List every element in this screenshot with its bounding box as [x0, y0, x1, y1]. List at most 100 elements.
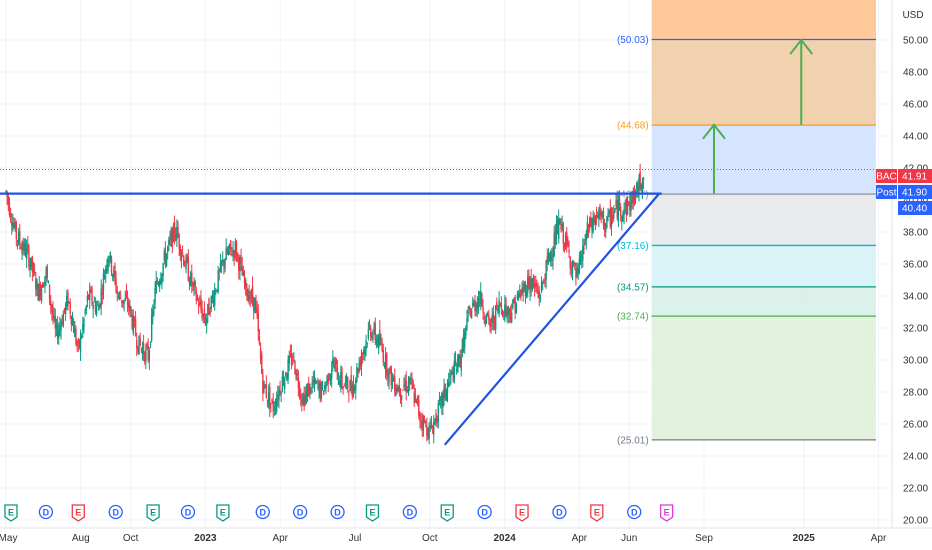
candle-body [470, 309, 473, 319]
time-axis[interactable]: May Aug Oct 2023 Apr Jul Oct 2024 Apr Jun Sep 2025 A… [0, 527, 932, 544]
price-tick-label: 46.00 [903, 100, 928, 111]
candle-body [515, 303, 518, 314]
candle-body [289, 353, 292, 356]
candle-body [201, 308, 203, 319]
candle-body [21, 247, 23, 254]
candle-body [62, 313, 65, 328]
candle-body [93, 301, 95, 303]
candle-body [498, 300, 500, 314]
candle-body [27, 243, 29, 248]
candle-body [8, 201, 11, 216]
candle-body [278, 389, 280, 401]
candle-body [509, 312, 512, 320]
candle-body [53, 316, 55, 319]
candle-body [133, 318, 136, 321]
candle-body [24, 245, 27, 257]
candle-body [507, 306, 509, 315]
candle-body [615, 200, 617, 207]
candle-body [89, 289, 91, 300]
candle-body [83, 318, 85, 327]
candle-body [436, 418, 438, 424]
candle-body [131, 314, 133, 328]
candle-body [144, 352, 146, 362]
candle-body [36, 280, 38, 289]
candle-body [46, 266, 48, 279]
candle-body [349, 380, 351, 392]
price-tick-label: 26.00 [903, 420, 928, 431]
candle-body [55, 324, 58, 329]
last-price-badge-symbol [876, 169, 897, 183]
candle-body [87, 294, 90, 299]
price-tick-label: 28.00 [903, 388, 928, 399]
candle-body [94, 301, 97, 312]
candle-body [218, 270, 220, 272]
candle-body [37, 284, 39, 301]
currency-label[interactable]: USD [902, 10, 923, 21]
candle-body [437, 402, 440, 422]
candle-body [216, 289, 218, 291]
event-marker-text: E [594, 508, 600, 518]
candle-body [155, 280, 157, 293]
candle-body [90, 290, 92, 293]
candle-body [593, 215, 595, 222]
candle-body [240, 256, 242, 264]
candle-body [228, 244, 231, 249]
candle-body [186, 255, 188, 263]
candle-body [259, 347, 262, 359]
candle-body [605, 224, 607, 233]
time-tick-label: May [0, 533, 17, 544]
candle-body [554, 231, 556, 244]
candle-body [488, 314, 490, 320]
candle-body [14, 222, 16, 230]
candle-body [330, 370, 333, 379]
candle-body [586, 222, 589, 236]
candle-body [357, 368, 359, 373]
candle-body [433, 422, 435, 435]
candle-body [232, 249, 234, 253]
candle-body [587, 224, 590, 229]
candle-body [105, 267, 107, 275]
candle-body [277, 394, 279, 400]
event-marker-text: E [519, 508, 525, 518]
candle-body [622, 213, 624, 220]
candle-body [380, 341, 382, 343]
candle-body [360, 357, 363, 367]
candle-body [350, 375, 352, 390]
candle-body [501, 310, 504, 316]
candle-body [406, 389, 409, 393]
candle-body [29, 264, 31, 271]
candle-body [219, 262, 222, 272]
candle-body [28, 247, 30, 267]
candle-body [405, 380, 407, 392]
candle-body [324, 385, 326, 390]
candle-body [122, 300, 124, 304]
candle-body [359, 359, 362, 366]
candle-body [188, 282, 191, 285]
candle-body [472, 303, 474, 307]
candle-body [97, 305, 99, 306]
candle-body [109, 252, 112, 261]
fib-zone [651, 194, 877, 246]
candle-body [475, 304, 477, 312]
candle-body [195, 292, 198, 302]
candle-body [256, 307, 258, 317]
candle-body [486, 312, 489, 314]
candle-body [637, 186, 639, 193]
price-axis[interactable]: USD 20.00 22.00 24.00 26.00 28.00 30.00 32.00 3… [876, 0, 932, 528]
candle-body [425, 422, 427, 423]
candle-body [453, 360, 456, 380]
candle-body [352, 383, 355, 395]
candle-body [613, 211, 615, 219]
candle-body [543, 279, 545, 281]
candle-body [196, 297, 199, 300]
candle-body [217, 270, 219, 293]
candle-body [132, 315, 134, 334]
candle-body [567, 242, 569, 248]
candle-body [185, 257, 187, 270]
fib-extension: (50.03)(44.68)(40.37)(37.16)(34.57)(32.7… [617, 0, 877, 446]
price-tick-label: 22.00 [903, 484, 928, 495]
candle-body [111, 274, 114, 278]
candle-body [30, 257, 32, 267]
candle-body [113, 270, 115, 277]
